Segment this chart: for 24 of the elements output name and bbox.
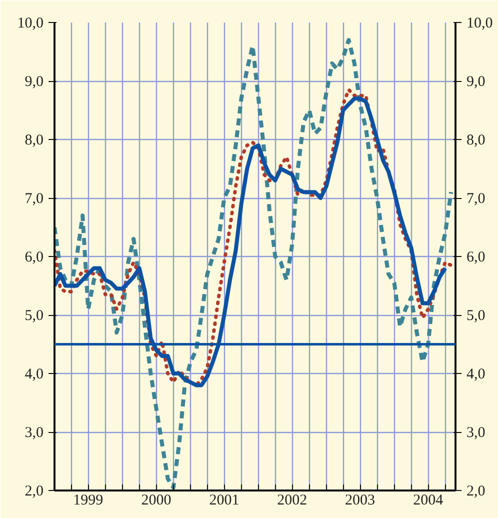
y2-tick-label: 9,0 [466,74,486,90]
y-tick-label: 3,0 [24,425,44,441]
y-tick-label: 6,0 [24,250,44,266]
y2-tick-label: 4,0 [466,366,486,382]
y2-tick-label: 10,0 [466,16,493,32]
y2-tick-label: 6,0 [466,250,486,266]
y-tick-label: 4,0 [24,366,44,382]
x-tick-label: 2002 [277,492,308,508]
y2-tick-label: 3,0 [466,425,486,441]
y2-tick-label: 8,0 [466,132,486,148]
y-tick-label: 10,0 [17,16,44,32]
x-tick-label: 2000 [141,492,172,508]
x-tick-label: 1999 [73,492,104,508]
y-tick-label: 8,0 [24,132,44,148]
y-tick-label: 5,0 [24,308,44,324]
y2-tick-label: 5,0 [466,308,486,324]
x-tick-label: 2001 [209,492,240,508]
x-tick-label: 2004 [413,492,444,508]
y2-tick-label: 2,0 [466,484,486,500]
y-tick-label: 9,0 [24,74,44,90]
y2-tick-label: 7,0 [466,191,486,207]
y-tick-label: 2,0 [24,484,44,500]
x-tick-label: 2003 [345,492,376,508]
y-tick-label: 7,0 [24,191,44,207]
